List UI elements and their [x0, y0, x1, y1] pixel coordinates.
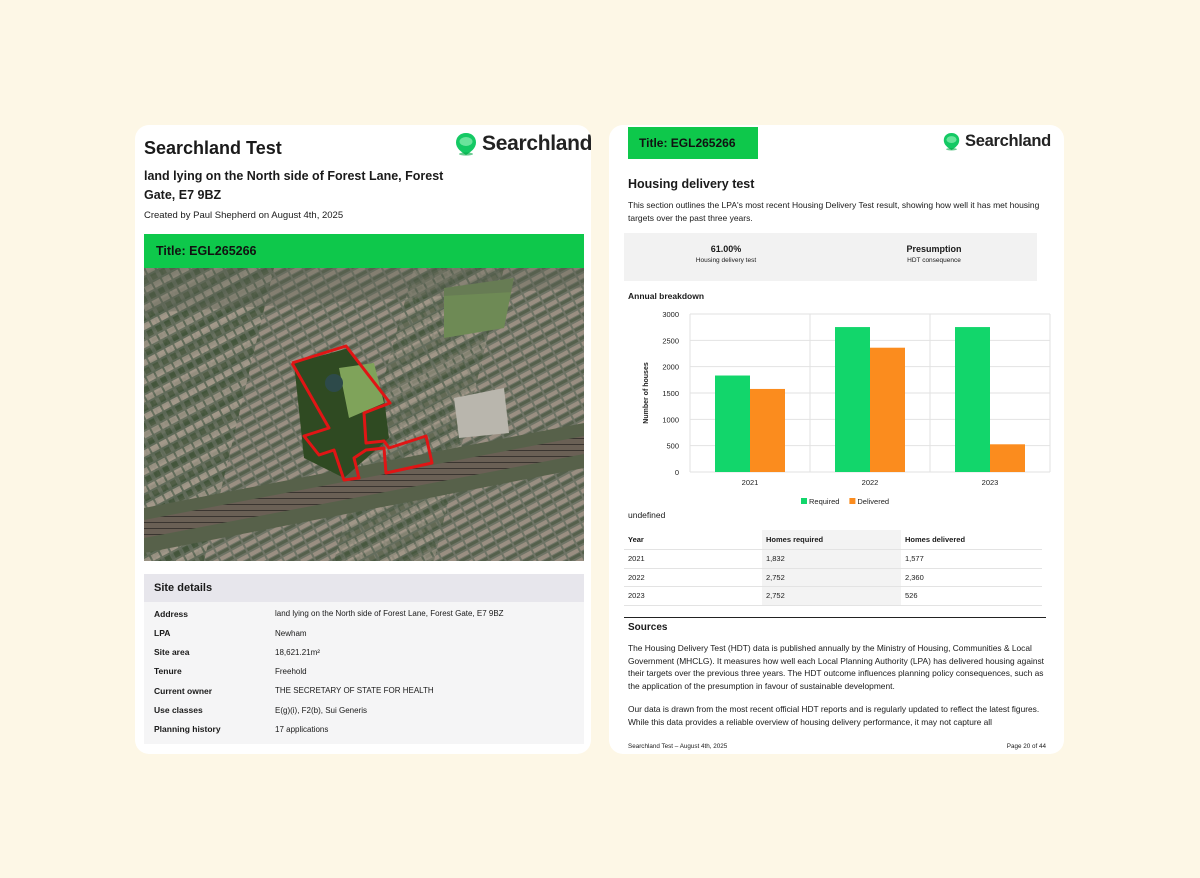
- hdt-summary: 61.00% Housing delivery test Presumption…: [624, 233, 1037, 281]
- legend-label: Delivered: [857, 497, 889, 506]
- detail-row-address: Address land lying on the North side of …: [144, 604, 584, 623]
- brand-name: Searchland: [965, 132, 1051, 150]
- legend-swatch-delivered: [849, 498, 856, 504]
- location-pin-icon: [456, 133, 476, 156]
- table-header: Year Homes required Homes delivered: [624, 530, 1042, 550]
- y-tick-label: 0: [675, 468, 679, 477]
- table-cell: 1,577: [905, 554, 924, 564]
- detail-value: Newham: [275, 628, 307, 638]
- detail-row-current-owner: Current owner THE SECRETARY OF STATE FOR…: [144, 681, 584, 700]
- hdt-table: Year Homes required Homes delivered 2021…: [624, 530, 1042, 606]
- table-cell: 2021: [628, 554, 645, 564]
- chart-title: Annual breakdown: [628, 291, 705, 301]
- aerial-imagery: [144, 268, 584, 561]
- footer-report-info: Searchland Test – August 4th, 2025: [628, 743, 728, 750]
- detail-label: Planning history: [154, 724, 221, 734]
- detail-value: 18,621.21m²: [275, 647, 320, 657]
- detail-label: Tenure: [154, 666, 182, 676]
- legend-label: Required: [809, 497, 839, 506]
- column-header: Homes required: [762, 530, 901, 549]
- detail-label: Site area: [154, 647, 190, 657]
- bar-required-2023: [955, 327, 990, 472]
- x-tick-label: 2023: [982, 478, 999, 487]
- table-cell: 2,752: [762, 568, 901, 586]
- hdt-result-stat: 61.00% Housing delivery test: [626, 244, 826, 264]
- bar-delivered-2023: [990, 444, 1025, 472]
- legend-swatch-required: [801, 498, 807, 504]
- footer-page-number: Page 20 of 44: [1006, 743, 1046, 750]
- stat-value: Presumption: [906, 244, 962, 254]
- site-details-panel: Site details Address land lying on the N…: [144, 574, 584, 744]
- x-tick-label: 2021: [742, 478, 759, 487]
- detail-label: Current owner: [154, 685, 213, 696]
- report-page-2: Title: EGL265266 Searchland Housing deli…: [609, 125, 1064, 754]
- title-number-bar: Title: EGL265266: [628, 127, 758, 159]
- detail-row-planning-history: Planning history 17 applications: [144, 720, 584, 739]
- brand-name: Searchland: [482, 132, 591, 155]
- bar-required-2022: [835, 327, 870, 472]
- detail-value: E(g)(i), F2(b), Sui Generis: [275, 705, 368, 715]
- detail-value: Freehold: [275, 666, 307, 676]
- section-heading: Housing delivery test: [628, 177, 755, 191]
- site-address-subtitle: land lying on the North side of Forest L…: [144, 169, 444, 202]
- sources-paragraph-2: Our data is drawn from the most recent o…: [628, 704, 1040, 727]
- annual-breakdown-chart: 0 500 1000 1500 2000 2500 3000 2021 2022 2023 Numb…: [643, 310, 1051, 506]
- created-by: Created by Paul Shepherd on August 4th, …: [144, 210, 344, 221]
- bar-delivered-2021: [750, 388, 785, 472]
- stat-value: 61.00%: [710, 244, 742, 254]
- table-cell: 526: [905, 591, 918, 601]
- sources-heading: Sources: [628, 622, 668, 633]
- stat-label: Housing delivery test: [695, 257, 757, 264]
- section-intro: This section outlines the LPA's most rec…: [628, 200, 1040, 223]
- y-tick-label: 500: [666, 442, 679, 451]
- detail-value: THE SECRETARY OF STATE FOR HEALTH: [275, 686, 434, 695]
- y-tick-label: 2000: [662, 363, 679, 372]
- column-header: Year: [628, 535, 644, 544]
- title-number-bar: Title: EGL265266: [144, 234, 584, 268]
- table-cell: 2,360: [905, 572, 924, 582]
- hdt-consequence-stat: Presumption HDT consequence: [834, 244, 1034, 264]
- table-row: 2023 2,752 526: [624, 587, 1042, 606]
- y-tick-label: 1500: [662, 389, 679, 398]
- detail-row-site-area: Site area 18,621.21m²: [144, 643, 584, 662]
- detail-value: 17 applications: [275, 724, 329, 734]
- y-tick-label: 1000: [662, 415, 679, 424]
- detail-label: LPA: [154, 628, 171, 638]
- table-cell: 1,832: [762, 550, 901, 568]
- table-cell: 2023: [628, 591, 645, 601]
- y-axis-label: Number of houses: [643, 362, 650, 424]
- searchland-logo: Searchland: [455, 132, 591, 156]
- y-tick-label: 2500: [662, 336, 679, 345]
- undefined-label: undefined: [628, 510, 666, 520]
- column-header: Homes delivered: [905, 535, 966, 544]
- detail-value: land lying on the North side of Forest L…: [275, 609, 504, 618]
- table-cell: 2022: [628, 572, 645, 582]
- stat-label: HDT consequence: [907, 257, 961, 264]
- searchland-logo: Searchland: [943, 132, 1051, 151]
- detail-row-use-classes: Use classes E(g)(i), F2(b), Sui Generis: [144, 701, 584, 720]
- detail-label: Address: [154, 608, 189, 619]
- report-title: Searchland Test: [144, 138, 282, 158]
- detail-row-tenure: Tenure Freehold: [144, 662, 584, 681]
- x-tick-label: 2022: [862, 478, 879, 487]
- section-divider: [624, 617, 1046, 618]
- location-pin-icon: [943, 133, 960, 151]
- y-tick-label: 3000: [662, 310, 679, 319]
- site-details-heading: Site details: [144, 574, 584, 602]
- bar-delivered-2022: [870, 347, 905, 472]
- report-page-1: Searchland Test Searchland land lying on…: [135, 125, 591, 754]
- detail-label: Use classes: [154, 705, 203, 715]
- sources-paragraph-1: The Housing Delivery Test (HDT) data is …: [628, 643, 1045, 692]
- bar-required-2021: [715, 375, 750, 472]
- detail-row-lpa: LPA Newham: [144, 624, 584, 643]
- aerial-map: [144, 268, 584, 561]
- table-cell: 2,752: [762, 587, 901, 605]
- table-row: 2022 2,752 2,360: [624, 568, 1042, 587]
- table-row: 2021 1,832 1,577: [624, 550, 1042, 569]
